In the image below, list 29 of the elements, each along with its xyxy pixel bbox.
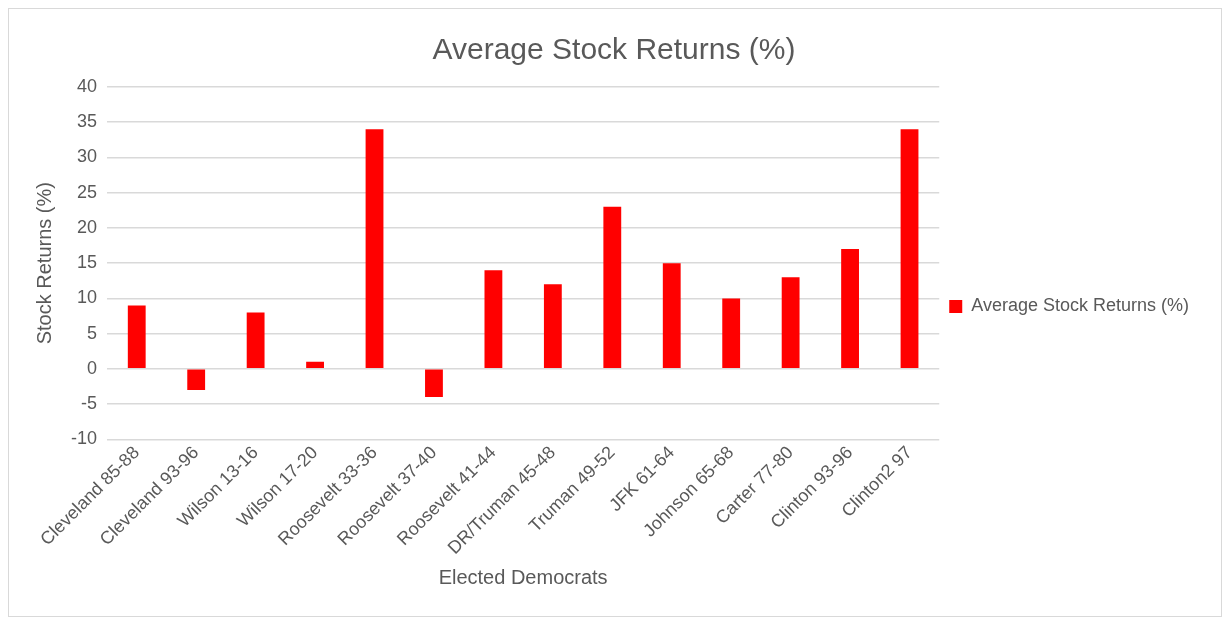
- bar: [484, 270, 503, 369]
- y-axis-title: Stock Returns (%): [32, 182, 55, 345]
- bar: [841, 249, 859, 369]
- bar: [365, 129, 384, 369]
- bar: [603, 206, 622, 369]
- y-tick-label: 10: [76, 287, 98, 308]
- bar: [543, 284, 562, 369]
- bar: [187, 369, 206, 391]
- legend-label: Average Stock Returns (%): [971, 295, 1190, 316]
- bar: [662, 263, 681, 369]
- bar: [425, 369, 443, 398]
- y-tick-label: 35: [76, 111, 98, 132]
- bar: [127, 305, 146, 369]
- y-tick-label: 40: [76, 75, 98, 96]
- bar: [306, 361, 324, 369]
- y-tick-label: -10: [71, 428, 98, 449]
- y-tick-label: -5: [81, 393, 98, 414]
- bar: [900, 129, 919, 369]
- y-tick-label: 25: [76, 181, 98, 202]
- y-tick-label: 5: [87, 322, 98, 343]
- bar: [781, 277, 800, 369]
- x-axis-title: Elected Democrats: [438, 565, 608, 588]
- bar: [246, 312, 265, 369]
- y-tick-label: 0: [87, 357, 98, 378]
- y-tick-label: 30: [76, 146, 98, 167]
- bar: [722, 298, 741, 369]
- y-tick-label: 15: [76, 252, 98, 273]
- y-tick-label: 20: [76, 216, 98, 237]
- chart-title: Average Stock Returns (%): [432, 32, 796, 66]
